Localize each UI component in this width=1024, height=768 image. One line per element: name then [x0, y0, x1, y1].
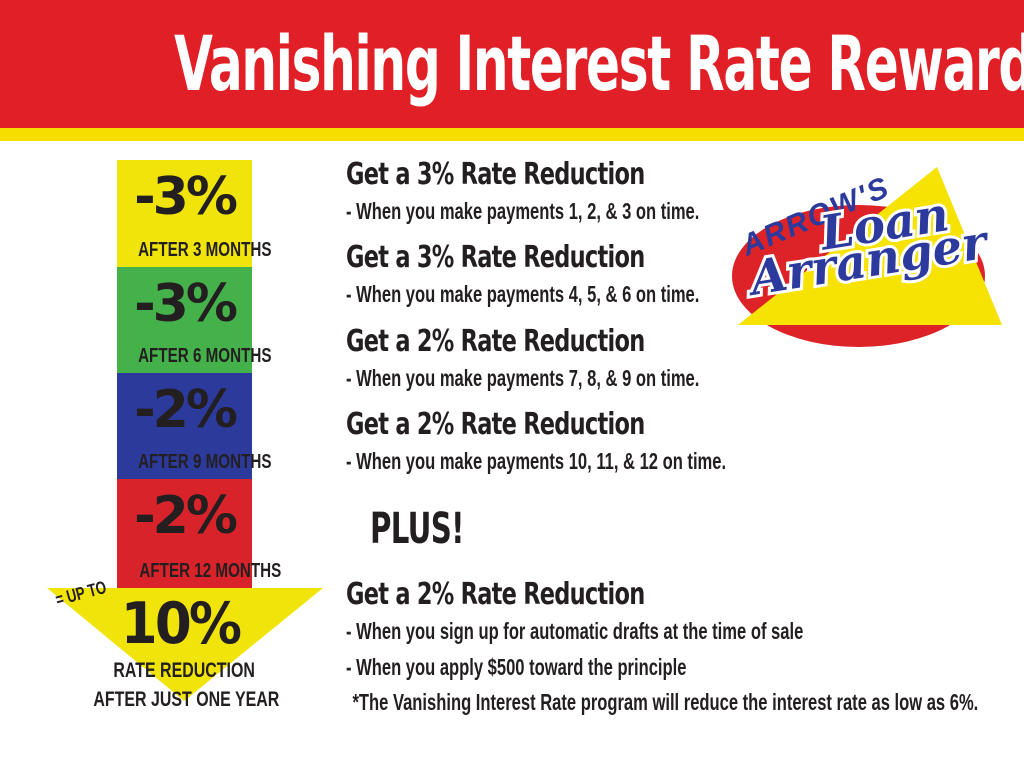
- reward-section-4: Get a 2% Rate Reduction - When you make …: [346, 407, 874, 478]
- page-title: Vanishing Interest Rate Rewards: [174, 19, 1024, 108]
- rate-period-text: AFTER 9 MONTHS: [138, 451, 272, 473]
- rate-value: -3%: [134, 167, 238, 227]
- rate-reduction-caption: RATE REDUCTION: [84, 659, 284, 683]
- chart-segment-3-months: -3% AFTER 3 MONTHS: [117, 160, 271, 267]
- section-footnote: *The Vanishing Interest Rate program wil…: [352, 689, 979, 715]
- section-bullet: - When you apply $500 toward the princip…: [346, 653, 687, 680]
- rate-arrow-chart: -3% AFTER 3 MONTHS -3% AFTER 6 MONTHS -2…: [117, 160, 281, 588]
- rate-value: -2%: [134, 486, 238, 546]
- section-heading: Get a 2% Rate Reduction: [346, 577, 645, 612]
- accent-stripe: [0, 128, 1024, 141]
- plus-label: PLUS!: [370, 504, 464, 554]
- rate-period-label: AFTER 3 MONTHS: [117, 239, 271, 261]
- header-band: [0, 0, 1024, 128]
- section-heading: Get a 3% Rate Reduction: [346, 240, 645, 275]
- reward-section-3: Get a 2% Rate Reduction - When you make …: [346, 324, 837, 395]
- after-one-year-caption: AFTER JUST ONE YEAR: [64, 688, 304, 712]
- rate-period-text: AFTER 6 MONTHS: [138, 345, 272, 367]
- rate-period-label: AFTER 6 MONTHS: [117, 345, 271, 367]
- reward-section-2: Get a 3% Rate Reduction - When you make …: [346, 240, 837, 311]
- section-bullet: - When you make payments 4, 5, & 6 on ti…: [346, 281, 700, 307]
- chart-segment-6-months: -3% AFTER 6 MONTHS: [117, 267, 271, 373]
- section-bullet: - When you sign up for automatic drafts …: [346, 618, 804, 644]
- loan-arranger-logo: ARROW'S Loan Loan Arranger Arranger: [723, 158, 1005, 358]
- rate-value: -2%: [134, 380, 238, 440]
- rate-period-label: AFTER 12 MONTHS: [117, 560, 281, 582]
- section-heading: Get a 2% Rate Reduction: [346, 407, 645, 442]
- after-one-year-text: AFTER JUST ONE YEAR: [93, 688, 280, 711]
- reward-section-final: Get a 2% Rate Reduction - When you sign …: [346, 577, 1024, 720]
- section-bullet: - When you make payments 7, 8, & 9 on ti…: [346, 365, 700, 391]
- rate-period-text: AFTER 12 MONTHS: [139, 560, 282, 582]
- section-bullet: - When you make payments 1, 2, & 3 on ti…: [346, 198, 700, 224]
- section-bullet: - When you make payments 10, 11, & 12 on…: [346, 448, 727, 474]
- chart-segment-9-months: -2% AFTER 9 MONTHS: [117, 373, 271, 479]
- reward-section-1: Get a 3% Rate Reduction - When you make …: [346, 157, 837, 228]
- rate-period-label: AFTER 9 MONTHS: [117, 451, 271, 473]
- rate-value: -3%: [134, 274, 238, 334]
- chart-segment-12-months: -2% AFTER 12 MONTHS: [117, 479, 281, 588]
- total-rate-value: 10%: [120, 591, 242, 657]
- rate-reduction-text: RATE REDUCTION: [113, 659, 255, 682]
- rate-period-text: AFTER 3 MONTHS: [138, 239, 272, 261]
- section-heading: Get a 3% Rate Reduction: [346, 157, 645, 192]
- section-heading: Get a 2% Rate Reduction: [346, 324, 645, 359]
